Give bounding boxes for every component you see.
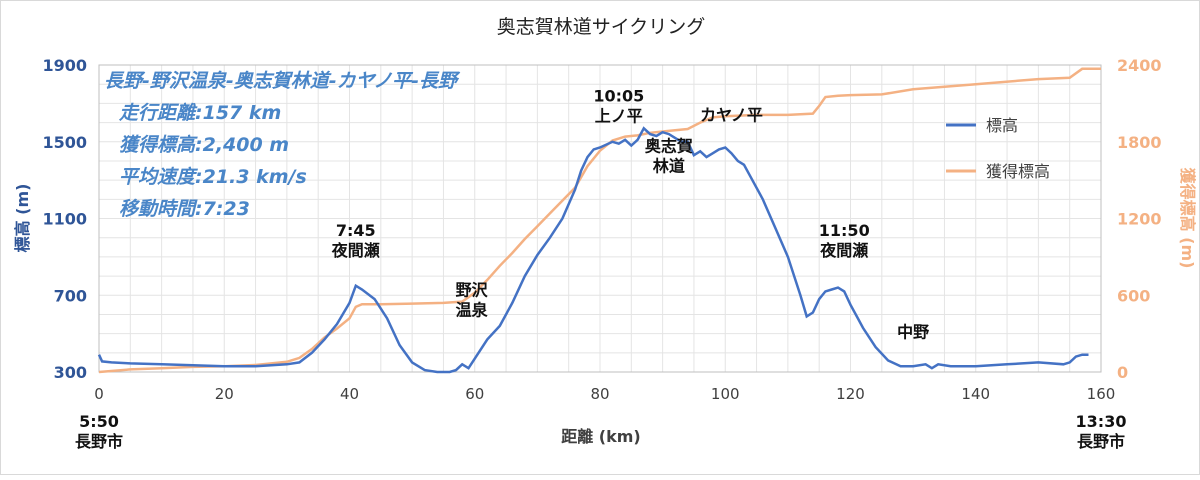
place-annotation: カヤノ平 <box>700 106 763 125</box>
place-annotation: 10:05 上ノ平 <box>593 86 644 125</box>
endpoint-line: 長野市 <box>75 432 123 451</box>
right-tick-label: 0 <box>1117 363 1128 382</box>
x-tick-label: 120 <box>836 385 865 403</box>
endpoint-line: 5:50 <box>79 412 119 431</box>
right-tick-label: 1200 <box>1117 210 1162 229</box>
x-tick-label: 140 <box>961 385 990 403</box>
x-tick-label: 80 <box>590 385 609 403</box>
left-tick-label: 1100 <box>42 210 87 229</box>
annotation-line: 11:50 <box>819 221 870 240</box>
summary-line: 移動時間:7:23 <box>119 198 250 220</box>
legend-label-elevation: 標高 <box>986 116 1018 135</box>
annotation-line: 中野 <box>897 322 929 341</box>
annotation-line: カヤノ平 <box>700 106 763 125</box>
summary-line: 平均速度:21.3 km/s <box>119 166 307 188</box>
annotation-line: 林道 <box>653 156 685 175</box>
x-tick-label: 60 <box>465 385 484 403</box>
annotation-line: 夜間瀬 <box>331 241 380 260</box>
x-tick-label: 40 <box>340 385 359 403</box>
summary-line: 獲得標高:2,400 m <box>119 134 289 156</box>
annotation-line: 温泉 <box>455 300 489 319</box>
annotation-line: 7:45 <box>336 221 376 240</box>
x-tick-label: 100 <box>711 385 740 403</box>
right-axis-ticks: 0 600 1200 1800 2400 <box>1117 56 1162 382</box>
x-tick-label: 20 <box>215 385 234 403</box>
legend: 標高 獲得標高 <box>946 116 1050 181</box>
summary-line: 走行距離:157 km <box>118 102 281 124</box>
x-tick-label: 0 <box>94 385 104 403</box>
endpoint-label: 5:50 長野市 <box>75 412 123 451</box>
endpoint-line: 長野市 <box>1077 432 1125 451</box>
chart-title: 奥志賀林道サイクリング <box>497 16 706 38</box>
x-axis-label: 距離 (km) <box>561 427 641 446</box>
place-annotation: 11:50 夜間瀬 <box>819 221 870 260</box>
right-tick-label: 1800 <box>1117 133 1162 152</box>
left-tick-label: 1500 <box>42 133 87 152</box>
place-annotation: 野沢温泉 <box>455 280 489 319</box>
place-annotation: 奥志賀林道 <box>645 136 693 175</box>
x-tick-label: 160 <box>1087 385 1116 403</box>
left-tick-label: 1900 <box>42 56 87 75</box>
right-axis-label: 獲得標高 (m) <box>1178 168 1197 269</box>
annotation-line: 奥志賀 <box>645 136 693 155</box>
annotation-line: 夜間瀬 <box>819 241 868 260</box>
x-axis-ticks: 0 20 40 60 80 100 120 140 160 <box>94 385 1115 403</box>
right-tick-label: 600 <box>1117 286 1150 305</box>
series-line-elevation <box>97 126 1089 374</box>
endpoint-line: 13:30 <box>1076 412 1127 431</box>
endpoint-label: 13:30 長野市 <box>1076 412 1127 451</box>
plot-area <box>98 64 1102 373</box>
annotation-line: 10:05 <box>593 86 644 105</box>
annotation-line: 野沢 <box>456 280 489 299</box>
place-annotation: 7:45 夜間瀬 <box>331 221 380 260</box>
left-axis-ticks: 300 700 1100 1500 1900 <box>42 56 87 382</box>
left-tick-label: 300 <box>54 363 87 382</box>
legend-label-gain: 獲得標高 <box>986 162 1050 181</box>
left-axis-label: 標高 (m) <box>13 184 32 253</box>
left-tick-label: 700 <box>54 286 87 305</box>
annotation-line: 上ノ平 <box>595 106 643 125</box>
right-tick-label: 2400 <box>1117 56 1162 75</box>
summary-line: 長野-野沢温泉-奥志賀林道-カヤノ平-長野 <box>104 70 461 92</box>
place-annotation: 中野 <box>897 322 929 341</box>
